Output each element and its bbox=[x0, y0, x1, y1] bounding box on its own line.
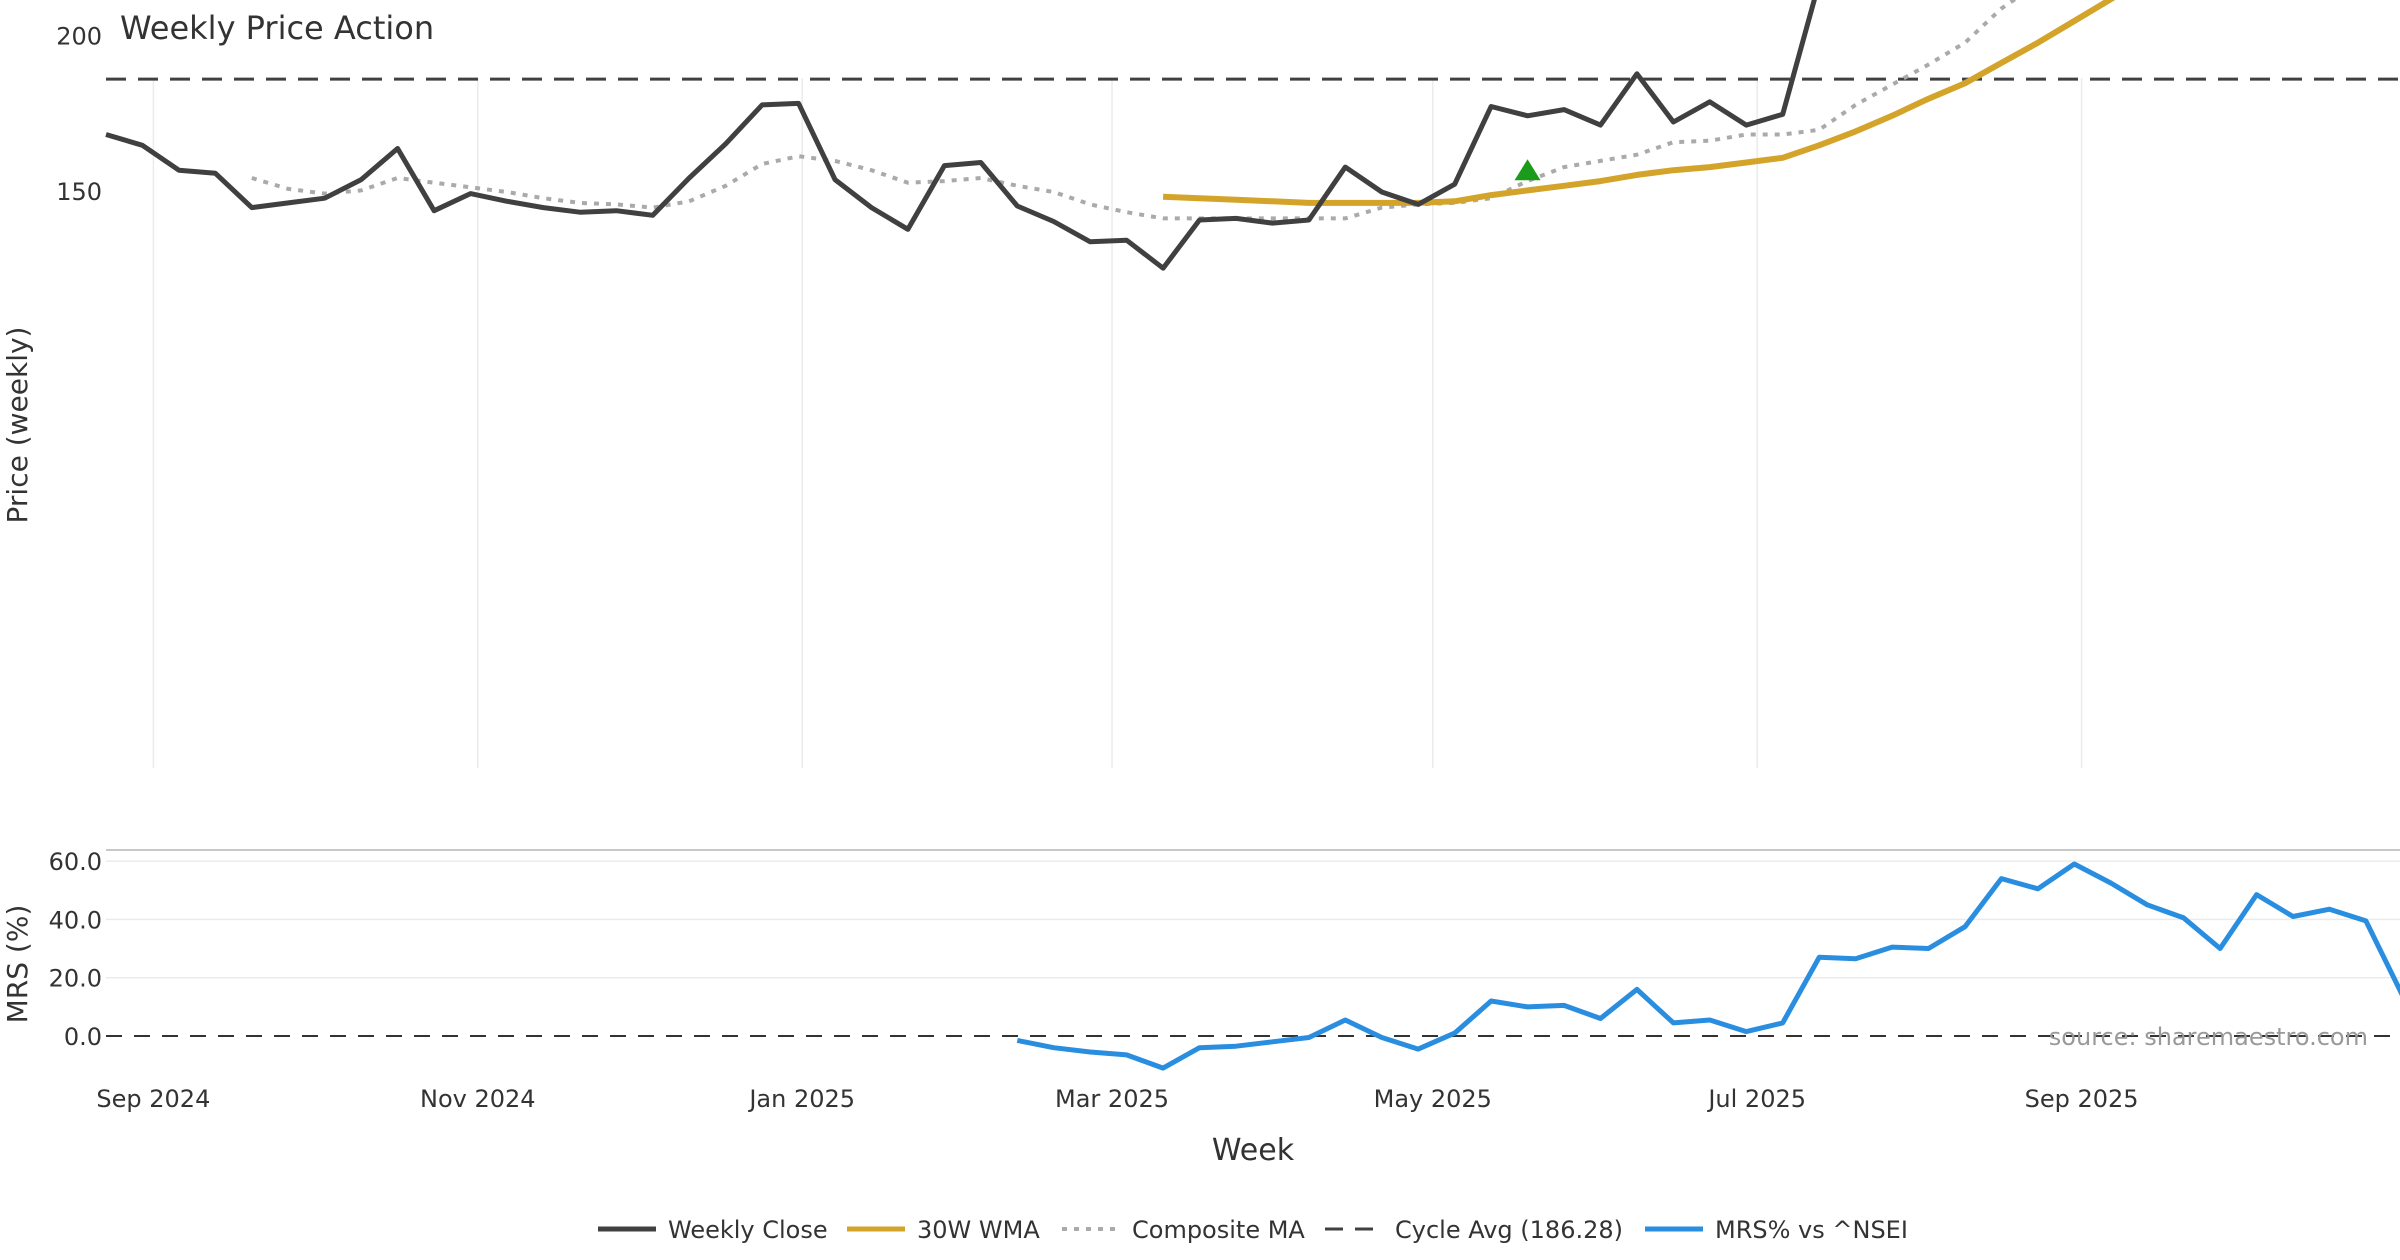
price-y-tick-label: 150 bbox=[56, 178, 102, 206]
mrs-panel: 60.0 40.0 20.0 0.0 MRS (%) source: sharemae… bbox=[1, 848, 2400, 1071]
price-panel: 150200250300 Price (weekly) bbox=[1, 0, 2400, 768]
mrs-line bbox=[1016, 861, 2400, 1071]
wma-30w-line bbox=[1162, 0, 2116, 206]
source-watermark: source: sharemaestro.com bbox=[2049, 1023, 2368, 1051]
x-tick-label: Sep 2024 bbox=[96, 1085, 210, 1113]
x-tick-label: Jan 2025 bbox=[747, 1085, 855, 1113]
price-grid bbox=[152, 78, 2083, 768]
x-ticks: Sep 2024 Nov 2024 Jan 2025 Mar 2025 May 2025… bbox=[96, 1085, 2138, 1113]
price-y-tick-label: 200 bbox=[56, 23, 102, 51]
x-tick-label: Jul 2025 bbox=[1706, 1085, 1806, 1113]
mrs-y-tick-label: 20.0 bbox=[49, 965, 102, 993]
x-tick-label: Sep 2025 bbox=[2025, 1085, 2139, 1113]
x-tick-label: May 2025 bbox=[1374, 1085, 1492, 1113]
mrs-y-axis-label: MRS (%) bbox=[1, 905, 34, 1024]
mrs-y-tick-label: 0.0 bbox=[64, 1023, 102, 1051]
signal-triangle-marker bbox=[1514, 159, 1541, 181]
legend-label: Cycle Avg (186.28) bbox=[1395, 1216, 1623, 1244]
chart-title: Weekly Price Action bbox=[120, 9, 434, 47]
x-axis-label: Week bbox=[1212, 1133, 1295, 1168]
legend: Weekly Close 30W WMA Composite MA Cycle Avg… bbox=[598, 1216, 1908, 1244]
legend-label: Composite MA bbox=[1132, 1216, 1305, 1244]
price-y-axis-label: Price (weekly) bbox=[1, 327, 34, 524]
mrs-y-tick-label: 60.0 bbox=[49, 848, 102, 876]
weekly-close-line bbox=[105, 0, 1817, 271]
legend-label: MRS% vs ^NSEI bbox=[1715, 1216, 1908, 1244]
x-tick-label: Mar 2025 bbox=[1055, 1085, 1169, 1113]
mrs-y-tick-label: 40.0 bbox=[49, 906, 102, 934]
composite-ma-line bbox=[251, 0, 2018, 221]
mrs-grid bbox=[106, 860, 2400, 979]
x-tick-label: Nov 2024 bbox=[420, 1085, 536, 1113]
price-y-ticks: 150200250300 bbox=[56, 23, 102, 207]
mrs-y-ticks: 60.0 40.0 20.0 0.0 bbox=[49, 848, 102, 1051]
legend-label: Weekly Close bbox=[668, 1216, 828, 1244]
legend-label: 30W WMA bbox=[917, 1216, 1040, 1244]
